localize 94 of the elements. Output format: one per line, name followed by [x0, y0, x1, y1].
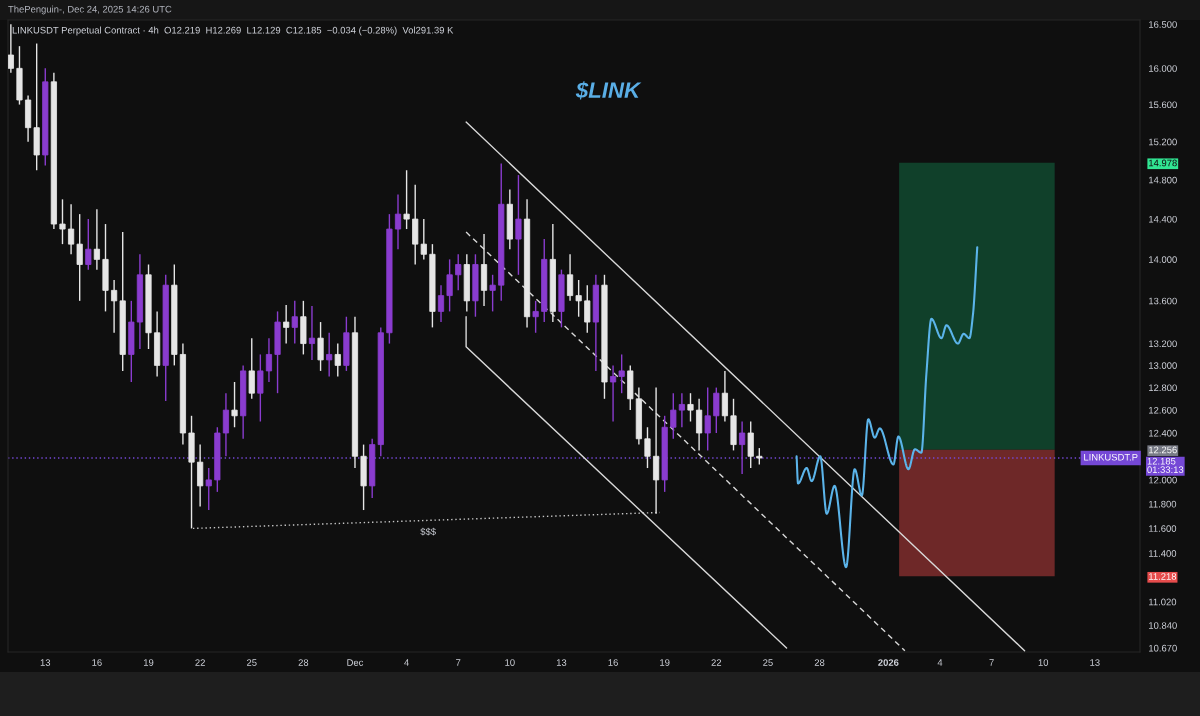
x-tick-label: 22 [711, 659, 722, 666]
candlestick [455, 253, 462, 292]
candlestick [403, 169, 410, 230]
y-tick-label: 16.000 [1149, 65, 1177, 72]
x-tick-label: 19 [143, 659, 154, 666]
candlestick [670, 392, 677, 440]
x-tick-label: 2026 [878, 659, 899, 666]
y-tick-label: 12.400 [1149, 429, 1177, 437]
candlestick [222, 392, 230, 457]
x-tick-label: 4 [937, 659, 943, 666]
candlestick [696, 398, 703, 452]
y-tick-label: 16.500 [1149, 21, 1177, 28]
candlestick [687, 392, 694, 423]
annotation: $$$ [420, 527, 436, 536]
candlestick [8, 23, 14, 74]
y-tick-label: 12.256 [1149, 446, 1177, 454]
candlestick [308, 305, 316, 361]
candlestick [76, 213, 83, 302]
candlestick [111, 279, 118, 334]
y-tick-label: 14.978 [1149, 159, 1177, 167]
candlestick [653, 386, 660, 515]
candlestick [584, 284, 591, 334]
x-tick-label: 7 [456, 659, 461, 666]
y-tick-label: 11.400 [1149, 550, 1177, 557]
candlestick [394, 193, 402, 250]
y-tick-label: 13.000 [1149, 362, 1177, 369]
candlestick [575, 279, 582, 318]
candlestick [317, 321, 324, 372]
candlestick [618, 353, 625, 394]
y-tick-label: 11.218 [1149, 573, 1177, 580]
x-tick-label: 28 [814, 659, 825, 666]
candlestick [704, 386, 711, 452]
y-tick-label: 14.400 [1149, 215, 1177, 223]
x-tick-label: 16 [608, 659, 618, 666]
y-tick-label: 11.600 [1149, 525, 1177, 532]
y-tick-label: 14.000 [1149, 256, 1177, 263]
candlestick [93, 208, 100, 271]
candlestick [437, 284, 445, 323]
x-tick-label: 13 [556, 659, 567, 666]
x-tick-label: 13 [40, 659, 51, 666]
x-tick-label: 22 [195, 659, 205, 666]
x-tick-label: 4 [404, 659, 409, 666]
y-tick-label: 15.200 [1149, 138, 1177, 146]
candlestick [446, 258, 453, 313]
candlestick [257, 353, 264, 423]
candlestick [231, 381, 238, 428]
candlestick [291, 300, 298, 345]
y-tick-label: 15.600 [1149, 101, 1177, 109]
candlestick [326, 332, 333, 378]
candlestick [197, 443, 204, 508]
candlestick [721, 370, 728, 423]
x-tick-label: 28 [298, 659, 309, 666]
candlestick [265, 337, 273, 383]
x-tick-label: 25 [246, 659, 257, 666]
y-tick-label: 10.840 [1149, 622, 1177, 629]
candlestick [713, 386, 720, 434]
x-tick-label: 16 [92, 659, 102, 666]
candlestick [248, 337, 255, 400]
candlestick [678, 392, 685, 428]
candlestick [283, 304, 290, 345]
x-tick-label: 25 [763, 659, 773, 666]
ref-line-label: 12.185 01:33:13 [1147, 457, 1184, 473]
x-tick-label: 7 [989, 659, 994, 666]
candlestick [566, 253, 574, 302]
x-tick-label: Dec [347, 659, 364, 666]
candlestick [68, 203, 75, 255]
candlestick [515, 174, 522, 276]
candlestick [532, 300, 539, 334]
candlestick [739, 420, 746, 475]
candlestick [609, 364, 617, 423]
y-tick-label: 13.200 [1149, 340, 1177, 348]
y-tick-label: 13.600 [1149, 297, 1177, 305]
candlestick [334, 342, 341, 378]
y-tick-label: 12.800 [1149, 384, 1177, 392]
text: LINKUSDT Perpetual Contract · 4h O12.219 H12.269 L12.129 C12.185 −0.034 (−0.28%) Vol291.39 K [12, 26, 454, 36]
candlestick [85, 218, 92, 271]
x-tick-label: 19 [660, 659, 670, 666]
y-tick-label: 10.670 [1149, 644, 1177, 652]
y-tick-label: 14.800 [1149, 176, 1177, 184]
candlestick [205, 467, 212, 511]
x-tick-label: 13 [1090, 659, 1100, 666]
x-tick-label: 10 [1038, 659, 1049, 666]
text: ThePenguin-, Dec 24, 2025 14:26 UTC [8, 5, 172, 15]
x-tick-label: 10 [505, 659, 515, 666]
y-tick-label: 11.020 [1149, 598, 1177, 606]
y-tick-label: 11.800 [1149, 500, 1177, 508]
candlestick [489, 274, 496, 313]
candlestick [747, 420, 754, 469]
text: $LINK [575, 81, 642, 100]
annotation: LINKUSDT.P [1084, 453, 1138, 461]
candlestick [644, 426, 651, 469]
y-tick-label: 12.000 [1149, 476, 1177, 484]
y-tick-label: 12.600 [1149, 406, 1177, 414]
candlestick [59, 198, 66, 245]
